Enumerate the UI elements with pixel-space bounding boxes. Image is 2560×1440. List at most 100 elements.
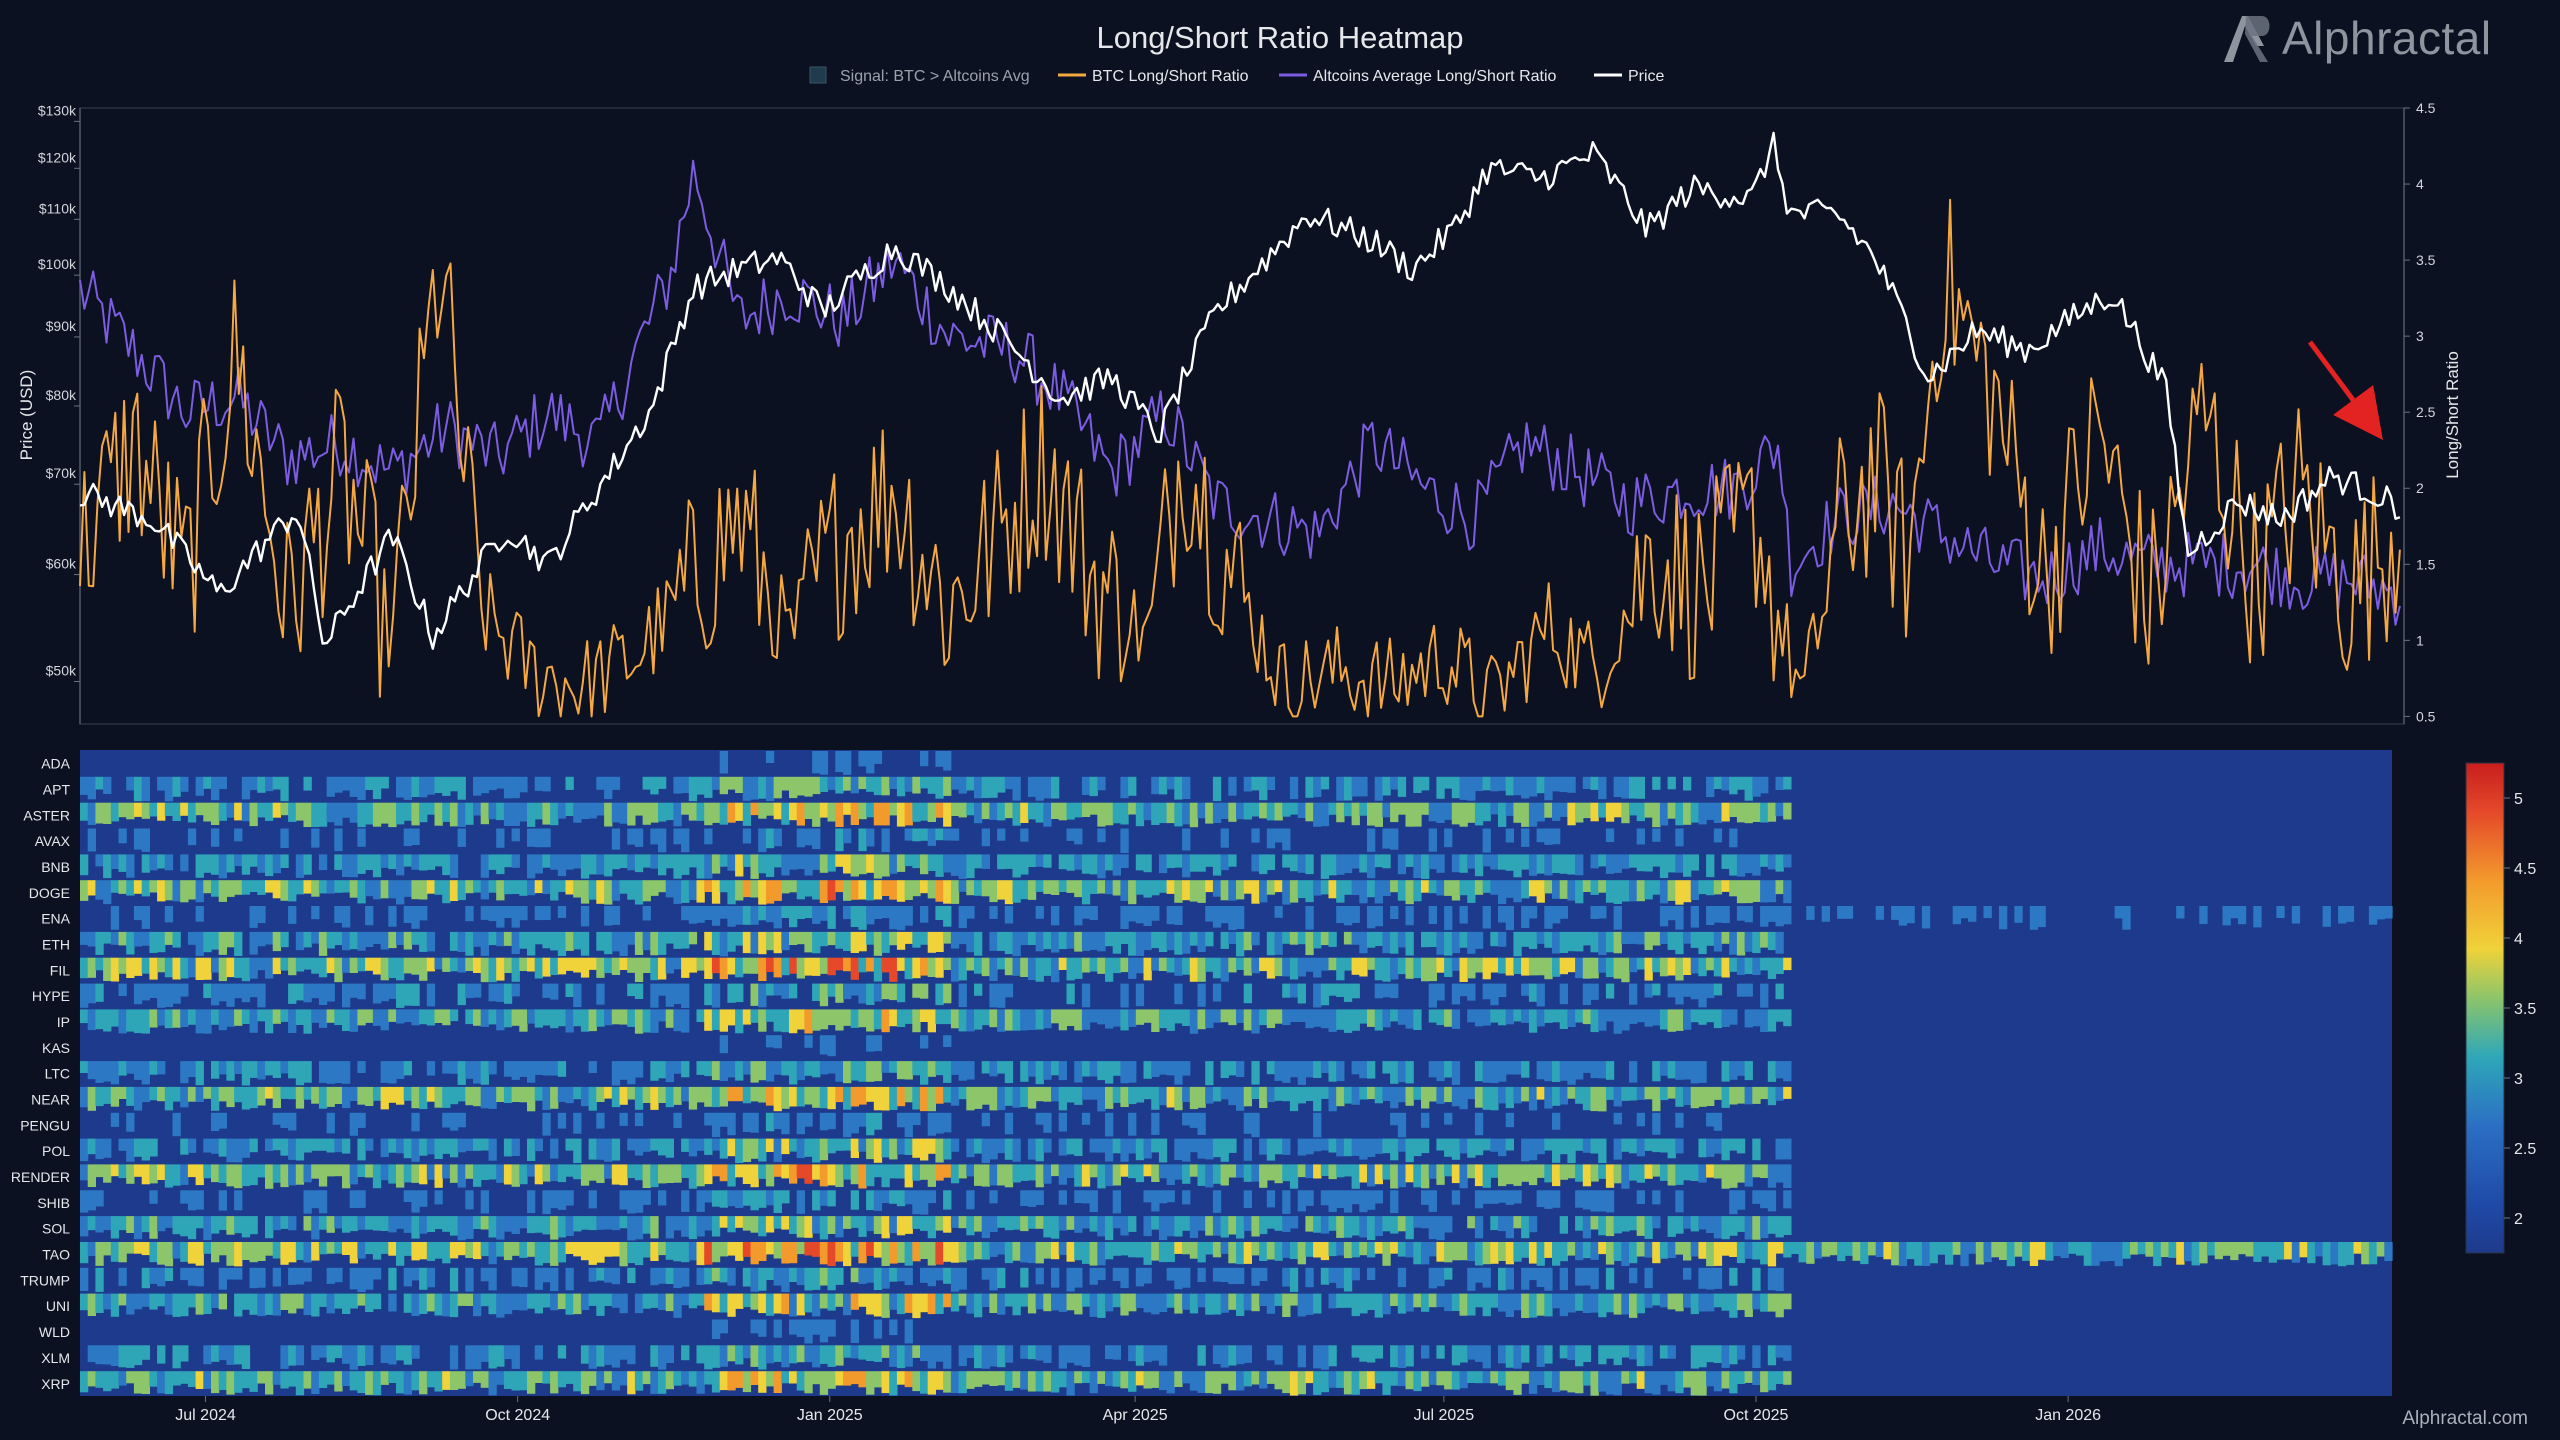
heatmap-cell [1636,1345,1645,1367]
heatmap-cell [1536,1267,1545,1287]
heatmap-cell [1320,854,1330,879]
legend-item[interactable]: BTC Long/Short Ratio [1058,68,1249,85]
heatmap-cell [873,751,883,764]
heatmap-cell [1698,957,1707,977]
heatmap-cell [1775,1138,1784,1160]
heatmap-cell [758,1371,767,1393]
heatmap-cell [257,1371,266,1384]
heatmap-cell [488,983,497,1002]
heatmap-cell [1552,1086,1561,1106]
heatmap-cell [1128,906,1137,922]
heatmap-cell [1266,1061,1276,1075]
heatmap-row-ip [80,1009,1792,1034]
heatmap-cell [627,1009,636,1027]
heatmap-cell [1105,957,1114,982]
heatmap-cell [226,983,235,1007]
heatmap-cell [1898,1242,1908,1267]
heatmap-cell [1305,1061,1314,1078]
heatmap-cell [1328,1216,1337,1231]
heatmap-cell [1729,1061,1738,1080]
heatmap-cell [411,931,420,945]
heatmap-cell [1421,802,1430,815]
heatmap-cell [974,802,983,824]
heatmap-cell [1289,1061,1299,1078]
heatmap-cell [480,776,489,794]
heatmap-cell [1736,1242,1746,1264]
heatmap-cell [1274,1086,1283,1101]
heatmap-cell [1320,931,1330,946]
heatmap-cell [974,931,983,956]
heatmap-cell [265,776,274,792]
heatmap-cell [95,1086,104,1107]
heatmap-cell [1767,1293,1777,1312]
heatmap-cell [1613,1009,1622,1034]
heatmap-cell [596,1112,605,1129]
heatmap-cell [342,1138,351,1154]
heatmap-cell [1621,880,1630,902]
heatmap-cell [1613,854,1622,873]
heatmap-cell [735,957,744,978]
heatmap-cell [311,1164,320,1179]
heatmap-cell [1636,854,1645,872]
heatmap-cell [673,828,682,845]
heatmap-cell [989,1267,998,1291]
heatmap-cell [704,880,713,892]
heatmap-cell [203,1242,212,1254]
heatmap-cell [1020,931,1029,946]
heatmap-cell [442,1371,451,1390]
heatmap-cell [1251,880,1260,904]
heatmap-cell [966,1345,975,1358]
heatmap-cell [611,776,621,790]
heatmap-cell [426,1009,436,1026]
heatmap-cell [1274,828,1283,843]
heatmap-cell [765,854,775,877]
heatmap-cell [719,1035,728,1054]
heatmap-cell [1112,1061,1121,1076]
legend-item[interactable]: Signal: BTC > Altcoins Avg [809,66,1030,85]
heatmap-cell [1736,776,1746,790]
heatmap-cell [1760,802,1769,823]
heatmap-cell [110,1371,120,1389]
heatmap-cell [1336,776,1345,801]
heatmap-cell [1752,1138,1761,1161]
heatmap-cell [1012,1371,1021,1388]
heatmap-cell [1536,957,1545,976]
heatmap-cell [480,1293,489,1307]
heatmap-cell [1135,1009,1145,1025]
heatmap-cell [311,906,320,920]
heatmap-cell [1182,802,1191,825]
heatmap-cell [103,1216,112,1231]
heatmap-cell [1867,1242,1877,1256]
heatmap-cell [1212,1293,1222,1315]
heatmap-cell [619,1242,628,1267]
heatmap-cell [1359,802,1368,816]
heatmap-row-label: APT [43,781,71,797]
heatmap-cell [1536,1345,1545,1367]
heatmap-cell [650,1293,659,1308]
heatmap-cell [896,1267,906,1282]
heatmap-cell [234,1293,243,1317]
heatmap-cell [180,1267,189,1281]
heatmap-cell [943,880,952,904]
heatmap-cell [103,1009,112,1032]
heatmap-cell [1243,1345,1252,1363]
legend-item[interactable]: Altcoins Average Long/Short Ratio [1279,68,1557,85]
heatmap-cell [1552,957,1561,977]
heatmap-cell [1289,1164,1299,1189]
heatmap-cell [1228,802,1237,822]
heatmap-cell [642,1190,651,1205]
heatmap-cell [1182,854,1191,878]
heatmap-cell [1605,931,1615,953]
heatmap-cell [943,983,952,1004]
heatmap-cell [133,1242,143,1254]
heatmap-cell [1012,776,1021,801]
heatmap-cell [1613,1138,1622,1160]
heatmap-cell [442,1112,451,1128]
heatmap-cell [326,1164,335,1177]
legend-item[interactable]: Price [1594,68,1665,85]
heatmap-cell [704,1267,713,1285]
heatmap-cell [465,802,474,825]
heatmap-cell [442,957,451,972]
heatmap-cell [218,1371,227,1390]
heatmap-cell [503,1164,513,1185]
